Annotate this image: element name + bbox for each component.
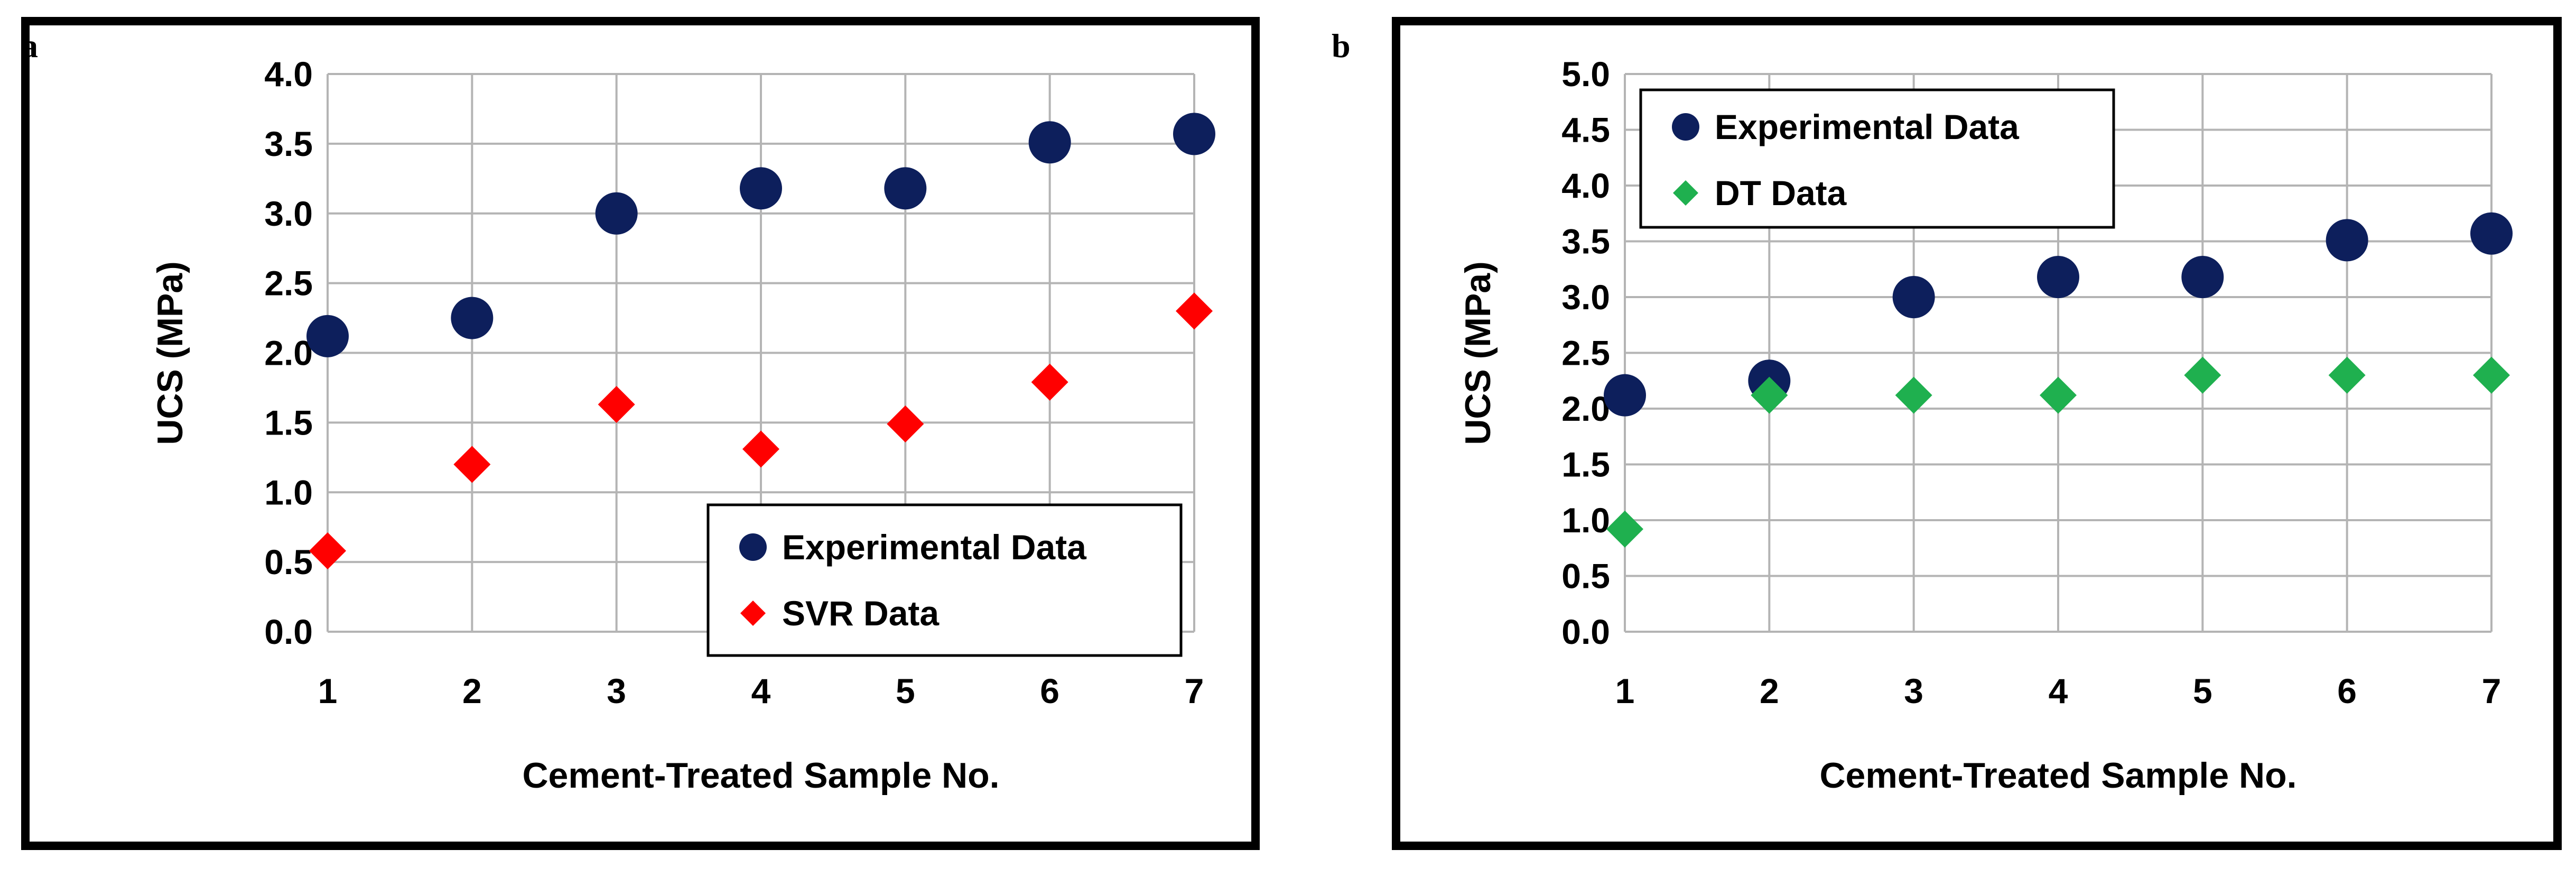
experimental-data-point	[1028, 121, 1071, 164]
experimental-data-point	[884, 167, 927, 210]
panel-frame	[21, 17, 1260, 850]
predicted-data-point	[453, 446, 491, 483]
predicted-data-point	[1176, 292, 1213, 330]
predicted-data-point	[1895, 376, 1932, 414]
x-tick-label: 6	[2337, 671, 2357, 710]
y-tick-label: 3.0	[1561, 278, 1610, 317]
legend-marker-predicted	[1673, 180, 1698, 206]
predicted-data-point	[1031, 363, 1068, 401]
x-tick-label: 5	[2193, 671, 2212, 710]
predicted-data-point	[2328, 356, 2366, 394]
legend-label: SVR Data	[782, 594, 940, 633]
predicted-data-point	[742, 430, 779, 468]
experimental-data-point	[1604, 374, 1646, 417]
x-tick-label: 7	[2482, 671, 2501, 710]
y-tick-label: 4.0	[264, 54, 313, 94]
legend: Experimental Data SVR Data	[706, 503, 1183, 657]
predicted-data-point	[1606, 510, 1643, 548]
legend-marker-experimental	[1672, 113, 1699, 141]
x-tick-label: 7	[1185, 671, 1204, 710]
chart-panel-a: a 0.0 0.5 1.0 1.5 2.0 2.5 3.0 3.5 4.0 1 2 3 4 5 6 7 UCS (…	[21, 17, 1260, 850]
y-tick-label: 0.5	[264, 542, 313, 581]
x-tick-label: 4	[751, 671, 771, 710]
x-axis-title: Cement-Treated Sample No.	[1819, 755, 2296, 796]
y-tick-label: 0.0	[264, 612, 313, 651]
y-tick-label: 3.5	[1561, 222, 1610, 261]
legend-box	[706, 503, 1183, 657]
x-tick-label: 4	[2049, 671, 2068, 710]
y-tick-label: 1.0	[264, 473, 313, 512]
y-tick-label: 1.5	[1561, 445, 1610, 484]
y-tick-label: 1.0	[1561, 501, 1610, 540]
y-tick-label: 4.5	[1561, 110, 1610, 150]
legend-label: Experimental Data	[1715, 107, 2020, 146]
panel-label: a	[21, 27, 38, 64]
x-tick-label: 2	[462, 671, 482, 710]
experimental-data-point	[2326, 219, 2368, 262]
experimental-data-point	[2470, 212, 2513, 255]
y-tick-label: 3.0	[264, 194, 313, 233]
legend: Experimental Data DT Data	[1639, 88, 2115, 229]
predicted-data-point	[2184, 356, 2221, 394]
y-tick-label: 3.5	[264, 124, 313, 163]
panel-label: b	[1332, 27, 1351, 64]
legend-marker-predicted	[740, 601, 766, 626]
x-tick-label: 3	[607, 671, 626, 710]
experimental-data-point	[451, 297, 494, 339]
x-tick-label: 2	[1760, 671, 1779, 710]
y-tick-label: 5.0	[1561, 54, 1610, 94]
predicted-data-point	[887, 405, 924, 443]
y-tick-label: 0.0	[1561, 612, 1610, 651]
experimental-data-point	[1173, 113, 1215, 155]
y-axis-title: UCS (MPa)	[150, 261, 190, 445]
y-tick-label: 1.5	[264, 403, 313, 442]
experimental-data-point	[595, 192, 638, 235]
y-tick-label: 4.0	[1561, 166, 1610, 205]
experimental-data-point	[2037, 256, 2079, 299]
x-axis-title: Cement-Treated Sample No.	[522, 755, 999, 796]
predicted-data-point	[2040, 376, 2077, 414]
experimental-data-point	[306, 315, 349, 357]
y-tick-label: 2.0	[264, 334, 313, 373]
experimental-data-point	[740, 167, 782, 210]
legend-label: DT Data	[1715, 173, 1847, 213]
predicted-data-point	[1751, 376, 1788, 414]
predicted-data-point	[309, 532, 346, 570]
y-axis-title: UCS (MPa)	[1458, 261, 1498, 445]
legend-label: Experimental Data	[782, 528, 1087, 567]
x-tick-label: 1	[318, 671, 338, 710]
y-tick-label: 2.5	[1561, 334, 1610, 373]
experimental-data-point	[1892, 276, 1935, 318]
x-tick-label: 5	[896, 671, 915, 710]
experimental-data-point	[2181, 256, 2224, 299]
y-tick-label: 2.5	[264, 264, 313, 303]
predicted-data-point	[598, 386, 635, 423]
x-tick-label: 3	[1904, 671, 1923, 710]
x-tick-label: 6	[1040, 671, 1059, 710]
chart-panel-b: b 0.0 0.5 1.0 1.5 2.0 2.5 3.0 3.5 4.0 4.5 5.0 1 2 3 4 5 6…	[1332, 17, 2562, 850]
predicted-data-point	[2473, 356, 2510, 394]
y-tick-label: 0.5	[1561, 557, 1610, 596]
legend-box	[1639, 88, 2115, 229]
legend-marker-experimental	[739, 533, 767, 561]
panel-frame	[1392, 17, 2562, 850]
x-tick-label: 1	[1615, 671, 1635, 710]
y-tick-label: 2.0	[1561, 389, 1610, 428]
